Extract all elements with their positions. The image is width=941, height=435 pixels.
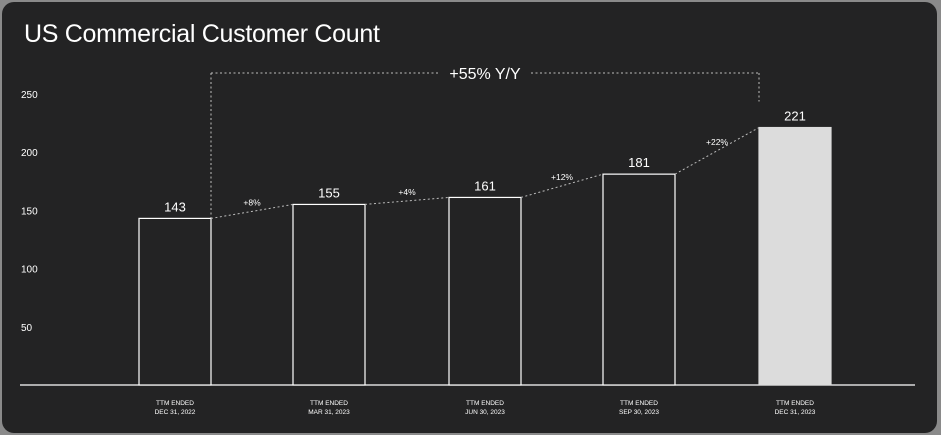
growth-label: +22% — [706, 137, 728, 147]
x-category-label-line1: TTM ENDED — [620, 400, 658, 407]
growth-connector-line — [520, 173, 604, 198]
growth-label: +12% — [551, 172, 573, 182]
bar-value-label: 155 — [318, 185, 340, 200]
growth-connector-line — [674, 127, 760, 175]
x-category-label-line2: DEC 31, 2023 — [775, 409, 816, 416]
growth-label: +8% — [243, 197, 261, 207]
x-category-label-line2: JUN 30, 2023 — [465, 409, 505, 416]
bar — [138, 217, 212, 386]
growth-connector-line — [364, 196, 450, 205]
y-tick-label: 150 — [21, 206, 38, 217]
x-category-label-line1: TTM ENDED — [776, 400, 814, 407]
growth-connector-line — [210, 203, 294, 219]
growth-label: +4% — [398, 187, 416, 197]
bar — [448, 196, 522, 386]
x-category-label-line2: DEC 31, 2022 — [155, 409, 196, 416]
y-tick-label: 200 — [21, 148, 38, 159]
bar-value-label: 161 — [474, 178, 496, 193]
bar-value-label: 221 — [784, 109, 806, 124]
x-category-label-line1: TTM ENDED — [310, 400, 348, 407]
y-tick-label: 100 — [21, 265, 38, 276]
yoy-growth-label: +55% Y/Y — [449, 66, 521, 83]
y-tick-label: 250 — [21, 90, 38, 101]
x-category-label-line1: TTM ENDED — [156, 400, 194, 407]
bar — [602, 173, 676, 386]
x-category-label-line2: MAR 31, 2023 — [308, 409, 350, 416]
bar — [292, 203, 366, 386]
bar-value-label: 143 — [164, 199, 186, 214]
chart-title: US Commercial Customer Count — [24, 20, 380, 48]
x-category-label-line1: TTM ENDED — [466, 400, 504, 407]
bar — [758, 126, 832, 386]
bar-value-label: 181 — [628, 155, 650, 170]
y-tick-label: 50 — [21, 323, 33, 334]
x-category-label-line2: SEP 30, 2023 — [619, 409, 659, 416]
